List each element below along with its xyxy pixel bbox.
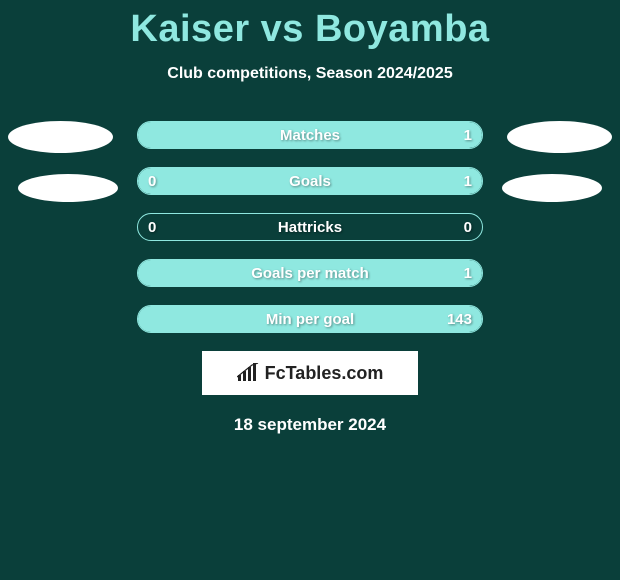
bar-container: 0 1 Goals — [137, 167, 483, 195]
value-right: 1 — [464, 122, 472, 149]
bar-container: 1 Goals per match — [137, 259, 483, 287]
team-left-logo-placeholder — [18, 174, 118, 202]
bar-right — [138, 122, 482, 148]
page-title: Kaiser vs Boyamba — [0, 0, 620, 51]
stat-row-goals: 0 1 Goals — [137, 167, 483, 195]
value-right: 1 — [464, 168, 472, 195]
stat-row-hattricks: 0 0 Hattricks — [137, 213, 483, 241]
bar-right — [138, 306, 482, 332]
player-left-photo-placeholder — [8, 121, 113, 153]
subtitle: Club competitions, Season 2024/2025 — [0, 65, 620, 83]
value-left: 0 — [148, 168, 156, 195]
stat-row-min-per-goal: 143 Min per goal — [137, 305, 483, 333]
stat-row-goals-per-match: 1 Goals per match — [137, 259, 483, 287]
date: 18 september 2024 — [0, 415, 620, 435]
bar-container: 0 0 Hattricks — [137, 213, 483, 241]
player-right-photo-placeholder — [507, 121, 612, 153]
brand-box: FcTables.com — [202, 351, 418, 395]
bar-container: 143 Min per goal — [137, 305, 483, 333]
stats-area: 1 Matches 0 1 Goals 0 0 Hattricks 1 Goal… — [0, 121, 620, 333]
bar-container: 1 Matches — [137, 121, 483, 149]
team-right-logo-placeholder — [502, 174, 602, 202]
value-right: 0 — [464, 214, 472, 241]
value-right: 143 — [447, 306, 472, 333]
value-right: 1 — [464, 260, 472, 287]
bar-right — [138, 260, 482, 286]
bar-chart-icon — [237, 363, 259, 383]
value-left: 0 — [148, 214, 156, 241]
bar-right — [200, 168, 482, 194]
stat-row-matches: 1 Matches — [137, 121, 483, 149]
brand-text: FcTables.com — [265, 363, 384, 384]
stat-label: Hattricks — [138, 214, 482, 241]
